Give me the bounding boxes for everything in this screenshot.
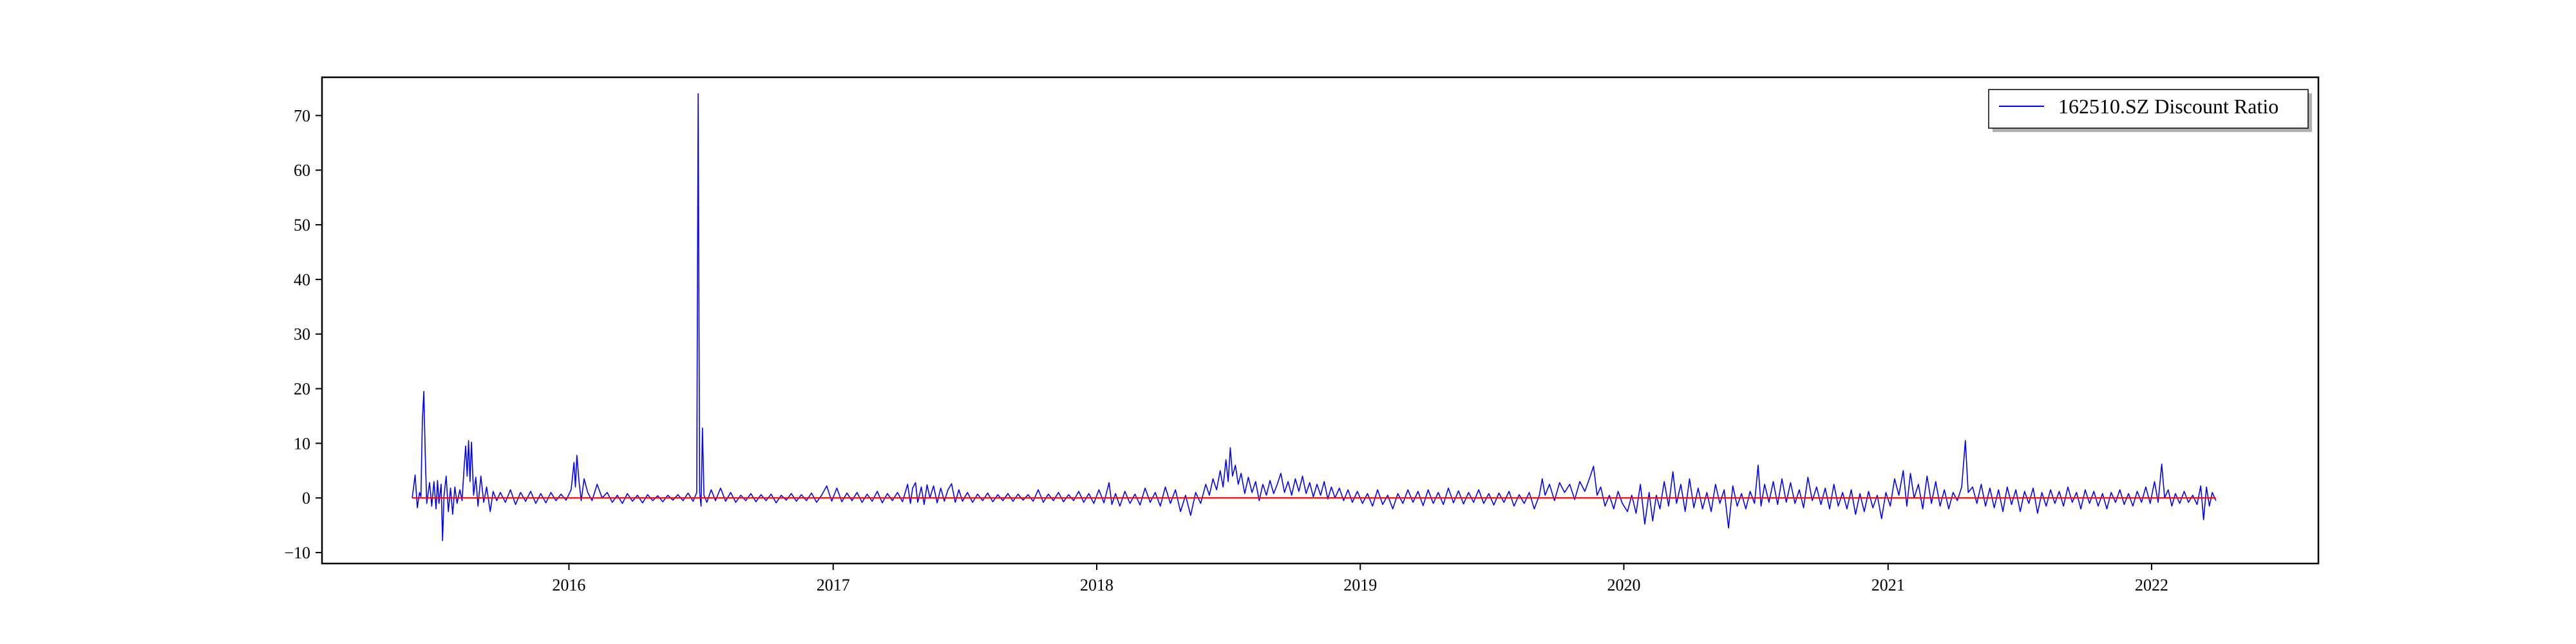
y-tick-label: 70 (294, 106, 310, 125)
x-tick-label: 2018 (1080, 576, 1113, 594)
y-tick-label: 20 (294, 380, 310, 399)
x-tick-label: 2016 (552, 576, 585, 594)
y-tick-label: 30 (294, 325, 310, 344)
legend: 162510.SZ Discount Ratio (1988, 89, 2312, 132)
y-tick-label: 50 (294, 216, 310, 234)
y-axis: −10 0 10 20 30 40 50 60 70 (284, 106, 322, 562)
y-tick-label: 0 (302, 489, 310, 507)
x-tick-label: 2022 (2135, 576, 2168, 594)
y-tick-label: −10 (284, 544, 310, 562)
x-axis: 2016 2017 2018 2019 2020 2021 2022 (552, 564, 2168, 594)
series-line-0 (412, 93, 2217, 542)
x-tick-label: 2021 (1871, 576, 1905, 594)
x-tick-label: 2020 (1607, 576, 1640, 594)
y-tick-label: 60 (294, 161, 310, 180)
x-tick-label: 2017 (817, 576, 850, 594)
axes-frame (321, 76, 2320, 565)
y-tick-label: 10 (294, 434, 310, 453)
y-tick-label: 40 (294, 270, 310, 289)
x-tick-label: 2019 (1343, 576, 1377, 594)
plot-area (412, 93, 2217, 542)
legend-box (1988, 89, 2309, 129)
legend-label: 162510.SZ Discount Ratio (2058, 95, 2278, 118)
